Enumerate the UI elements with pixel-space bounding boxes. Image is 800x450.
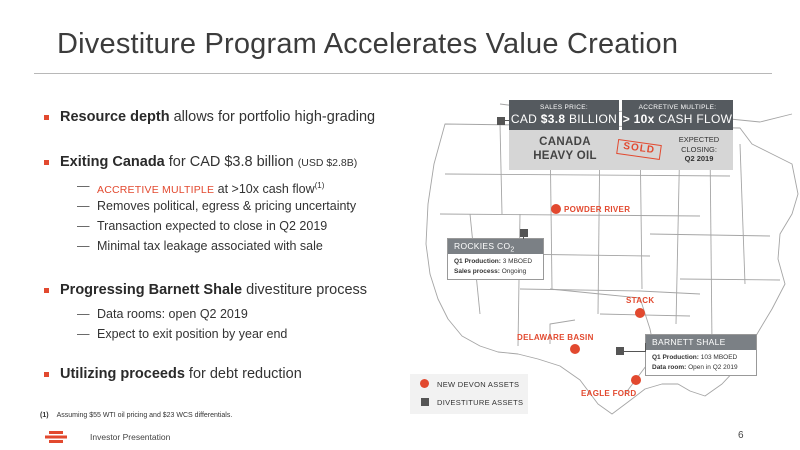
footnote-text: Assuming $55 WTI oil pricing and $23 WCS… [56, 412, 233, 419]
sub-bullet: — Transaction expected to close in Q2 20… [40, 216, 356, 236]
dash-icon: — [77, 199, 90, 213]
sub-text: Expect to exit position by year end [97, 327, 288, 341]
divestiture-marker-canada [497, 117, 505, 125]
asset-dot-powder-river [551, 204, 561, 214]
bullet-square-icon [44, 115, 49, 120]
map-state-line [439, 213, 701, 217]
map-legend: NEW DEVON ASSETS DIVESTITURE ASSETS [410, 374, 528, 414]
barnett-data-room: Data room: Open in Q2 2019 [652, 364, 738, 371]
rockies-production: Q1 Production: 3 MBOED [454, 258, 533, 265]
bullet-resource-depth: Resource depth allows for portfolio high… [40, 109, 375, 125]
red-dot-icon [420, 379, 429, 388]
expected-closing: EXPECTED CLOSING: Q2 2019 [678, 135, 720, 163]
devon-logo-icon [45, 431, 67, 443]
multiple-box: ACCRETIVE MULTIPLE: > 10x CASH FLOW [622, 100, 733, 130]
map-state-line [739, 143, 746, 285]
sub-bullet: — ACCRETIVE MULTIPLE at >10x cash flow(1… [40, 176, 356, 196]
bullet-barnett: Progressing Barnett Shale divestiture pr… [40, 282, 367, 298]
asset-label-stack: STACK [626, 296, 655, 305]
asset-label-powder-river: POWDER RIVER [564, 205, 631, 214]
footnote-number: (1) [40, 412, 49, 419]
bullet-bold: Exiting Canada [60, 154, 165, 170]
divestiture-marker-rockies [520, 229, 528, 237]
map-state-line [517, 213, 521, 347]
sub-text: Data rooms: open Q2 2019 [97, 307, 248, 321]
accent-text: ACCRETIVE MULTIPLE [97, 184, 215, 197]
sub-bullet: — Minimal tax leakage associated with sa… [40, 236, 356, 256]
map-state-line [444, 173, 731, 177]
bullet-square-icon [44, 372, 49, 377]
map-state-line [649, 233, 771, 237]
bullet-proceeds: Utilizing proceeds for debt reduction [40, 366, 302, 382]
bullet-text: allows for portfolio high-grading [169, 109, 376, 125]
map-state-line [549, 319, 576, 344]
map-state-line [519, 288, 701, 295]
dash-icon: — [77, 307, 90, 321]
footer-text: Investor Presentation [90, 432, 171, 442]
dash-icon: — [77, 219, 90, 233]
barnett-title: BARNETT SHALE [646, 335, 756, 350]
sub-text: at >10x cash flow [214, 182, 315, 197]
bullet-text: for CAD $3.8 billion [164, 154, 298, 170]
barnett-shale-callout: BARNETT SHALE Q1 Production: 103 MBOED D… [645, 334, 757, 376]
map-state-line [679, 278, 781, 281]
dash-icon: — [77, 327, 90, 341]
page-number: 6 [738, 430, 744, 441]
multiple-value: > 10x CASH FLOW [622, 112, 733, 126]
bullet-text: divestiture process [242, 282, 368, 298]
bullet-square-icon [44, 160, 49, 165]
bullet-text: for debt reduction [184, 366, 302, 382]
map-state-line [549, 288, 656, 395]
sub-bullet: — Removes political, egress & pricing un… [40, 196, 356, 216]
dash-icon: — [77, 239, 90, 253]
callout-line [645, 343, 646, 352]
bullet-square-icon [44, 288, 49, 293]
bullet-bold: Utilizing proceeds [60, 366, 185, 382]
sub-text: Minimal tax leakage associated with sale [97, 239, 323, 253]
sales-price-label: SALES PRICE: [539, 104, 589, 111]
bullet-bold: Resource depth [60, 109, 170, 125]
divestiture-marker-barnett [616, 347, 624, 355]
map-state-line [499, 123, 503, 215]
map-border [425, 123, 799, 415]
gray-square-icon [421, 398, 429, 406]
asset-dot-delaware [570, 344, 580, 354]
footnote: (1) Assuming $55 WTI oil pricing and $23 … [40, 412, 232, 419]
asset-dot-stack [635, 308, 645, 318]
barnett-production: Q1 Production: 103 MBOED [652, 354, 738, 361]
canada-name: CANADA HEAVY OIL [533, 136, 597, 162]
sub-bullet: — Data rooms: open Q2 2019 [40, 304, 287, 324]
canada-subpoints: — ACCRETIVE MULTIPLE at >10x cash flow(1… [40, 176, 356, 256]
dash-icon: — [77, 179, 90, 193]
barnett-subpoints: — Data rooms: open Q2 2019 — Expect to e… [40, 304, 287, 344]
multiple-label: ACCRETIVE MULTIPLE: [638, 104, 717, 111]
title-divider [34, 73, 772, 74]
sub-text: Removes political, egress & pricing unce… [97, 199, 357, 213]
asset-dot-eagle-ford [631, 375, 641, 385]
footnote-ref: (1) [314, 181, 325, 190]
sold-stamp: SOLD [616, 139, 662, 160]
callout-line [523, 234, 524, 239]
page-title: Divestiture Program Accelerates Value Cr… [57, 28, 679, 60]
sales-price-value: CAD $3.8 BILLION [510, 112, 618, 126]
sales-price-box: SALES PRICE: CAD $3.8 BILLION [509, 100, 619, 130]
asset-label-eagle-ford: EAGLE FORD [581, 389, 637, 398]
map-state-line [599, 313, 691, 317]
sub-text: Transaction expected to close in Q2 2019 [97, 219, 328, 233]
callout-line [505, 120, 511, 121]
sub-bullet: — Expect to exit position by year end [40, 324, 287, 344]
bullet-small-text: (USD $2.8B) [297, 157, 358, 169]
rockies-co2-callout: ROCKIES CO2 Q1 Production: 3 MBOED Sales… [447, 238, 544, 280]
canada-heavy-oil-box: CANADA HEAVY OIL SOLD EXPECTED CLOSING: Q… [509, 130, 733, 170]
rockies-sales-process: Sales process: Ongoing [454, 268, 527, 275]
callout-line [624, 351, 646, 352]
bullet-exiting-canada: Exiting Canada for CAD $3.8 billion (USD… [40, 154, 357, 170]
asset-label-delaware: DELAWARE BASIN [517, 333, 594, 342]
bullet-bold: Progressing Barnett Shale [60, 282, 243, 298]
map-state-line [709, 143, 713, 345]
rockies-title: ROCKIES CO2 [448, 239, 543, 254]
